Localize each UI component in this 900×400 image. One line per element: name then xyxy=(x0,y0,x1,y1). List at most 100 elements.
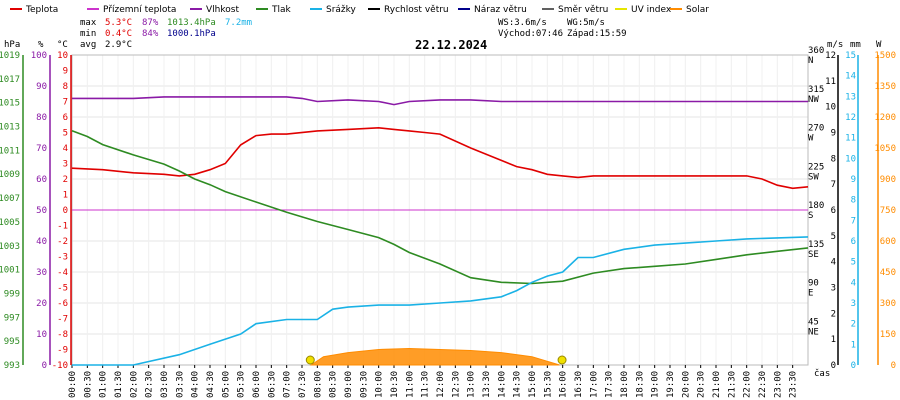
axis-unit-ms: m/s xyxy=(827,40,843,50)
chart-title: 22.12.2024 xyxy=(415,38,487,52)
tick-pct: 50 xyxy=(36,206,47,216)
tick-hpa: 997 xyxy=(4,313,20,323)
tick-hpa: 1017 xyxy=(0,75,20,85)
series-solar xyxy=(309,347,560,366)
stat-max-press: 1013.4hPa xyxy=(167,18,216,28)
tick-temp: -3 xyxy=(57,253,68,263)
stat-avg-temp: 2.9°C xyxy=(105,40,132,50)
tick-time: 10:00 xyxy=(375,371,385,398)
tick-hpa: 1011 xyxy=(0,146,20,156)
legend-label: Teplota xyxy=(25,5,58,15)
tick-time: 15:30 xyxy=(543,371,553,398)
tick-time: 10:30 xyxy=(390,371,400,398)
tick-dir-value: 90 xyxy=(808,279,819,289)
tick-mm: 10 xyxy=(845,154,856,164)
tick-temp: 4 xyxy=(63,144,68,154)
tick-time: 19:00 xyxy=(651,371,661,398)
tick-pct: 30 xyxy=(36,268,47,278)
tick-mm: 1 xyxy=(851,340,856,350)
legend-label: Rychlost větru xyxy=(384,5,449,15)
tick-temp: -8 xyxy=(57,330,68,340)
tick-time: 19:30 xyxy=(666,371,676,398)
tick-temp: -1 xyxy=(57,222,68,232)
tick-time: 16:30 xyxy=(574,371,584,398)
tick-ms: 1 xyxy=(831,335,836,345)
axis-unit-mm: mm xyxy=(850,40,861,50)
tick-time: 14:30 xyxy=(513,371,523,398)
tick-time: 12:30 xyxy=(451,371,461,398)
tick-temp: 1 xyxy=(63,191,68,201)
tick-mm: 4 xyxy=(851,278,856,288)
axis-label-time: čas xyxy=(814,368,830,379)
tick-w: 450 xyxy=(880,268,896,278)
legend-label: Vlhkost xyxy=(206,5,239,15)
tick-pct: 100 xyxy=(31,51,47,61)
tick-mm: 5 xyxy=(851,258,856,268)
tick-time: 21:30 xyxy=(727,371,737,398)
legend-label: UV index xyxy=(631,5,672,15)
tick-mm: 0 xyxy=(851,361,856,371)
tick-time: 20:30 xyxy=(697,371,707,398)
tick-dir-value: 180 xyxy=(808,201,824,211)
tick-temp: 8 xyxy=(63,82,68,92)
tick-dir-symbol: N xyxy=(808,56,813,66)
tick-dir-value: 45 xyxy=(808,317,819,327)
stat-max-rain: 7.2mm xyxy=(225,18,252,28)
tick-mm: 11 xyxy=(845,134,856,144)
tick-dir-symbol: W xyxy=(808,134,814,144)
tick-time: 17:30 xyxy=(605,371,615,398)
legend-label: Náraz větru xyxy=(474,5,527,15)
tick-time: 22:30 xyxy=(758,371,768,398)
legend-label: Tlak xyxy=(271,5,292,15)
series-srážky xyxy=(72,236,809,366)
tick-time: 06:30 xyxy=(267,371,277,398)
tick-temp: -6 xyxy=(57,299,68,309)
legend-label: Přízemní teplota xyxy=(103,5,176,15)
tick-pct: 70 xyxy=(36,144,47,154)
tick-hpa: 1015 xyxy=(0,99,20,109)
tick-dir-value: 360 xyxy=(808,46,824,56)
tick-temp: -4 xyxy=(57,268,68,278)
tick-time: 09:30 xyxy=(359,371,369,398)
tick-temp: -5 xyxy=(57,284,68,294)
tick-mm: 13 xyxy=(845,92,856,102)
tick-time: 05:30 xyxy=(237,371,247,398)
stat-max-label: max xyxy=(80,18,97,28)
legend-label: Solar xyxy=(686,5,709,15)
tick-mm: 8 xyxy=(851,196,856,206)
tick-temp: -9 xyxy=(57,346,68,356)
plot-grid xyxy=(71,54,809,366)
tick-time: 07:30 xyxy=(298,371,308,398)
tick-mm: 3 xyxy=(851,299,856,309)
tick-ms: 0 xyxy=(831,361,836,371)
tick-time: 21:00 xyxy=(712,371,722,398)
tick-ms: 11 xyxy=(825,77,836,87)
tick-temp: -10 xyxy=(52,361,68,371)
tick-temp: 7 xyxy=(63,98,68,108)
axis-unit-hpa: hPa xyxy=(4,40,20,50)
tick-temp: -2 xyxy=(57,237,68,247)
tick-time: 08:00 xyxy=(313,371,323,398)
tick-w: 600 xyxy=(880,237,896,247)
tick-pct: 20 xyxy=(36,299,47,309)
tick-time: 23:00 xyxy=(773,371,783,398)
axis-unit-temp: °C xyxy=(57,40,68,50)
sunrise-marker xyxy=(305,355,315,365)
tick-ms: 6 xyxy=(831,206,836,216)
tick-w: 0 xyxy=(891,361,896,371)
tick-ms: 8 xyxy=(831,154,836,164)
tick-ms: 10 xyxy=(825,103,836,113)
stat-max-temp: 5.3°C xyxy=(105,18,132,28)
tick-dir-value: 270 xyxy=(808,124,824,134)
tick-mm: 6 xyxy=(851,237,856,247)
tick-ms: 5 xyxy=(831,232,836,242)
tick-time: 15:00 xyxy=(528,371,538,398)
tick-time: 22:00 xyxy=(743,371,753,398)
tick-mm: 12 xyxy=(845,113,856,123)
tick-time: 05:00 xyxy=(221,371,231,398)
stat-min-press: 1000.1hPa xyxy=(167,29,216,39)
tick-hpa: 1019 xyxy=(0,51,20,61)
stat-min-hum: 84% xyxy=(142,29,159,39)
